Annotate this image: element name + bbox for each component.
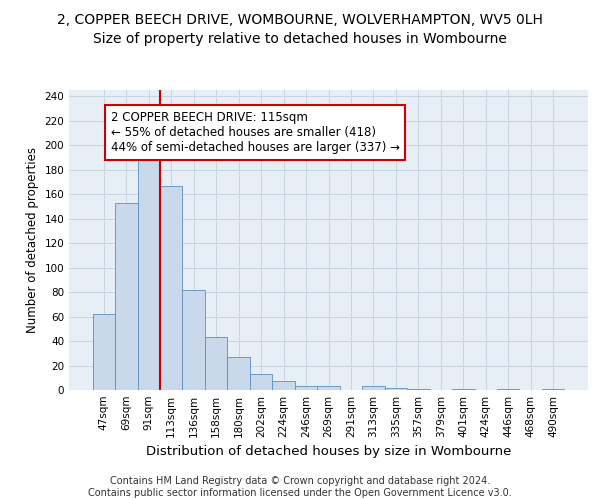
X-axis label: Distribution of detached houses by size in Wombourne: Distribution of detached houses by size … xyxy=(146,446,511,458)
Bar xyxy=(115,202,137,390)
Text: 2 COPPER BEECH DRIVE: 115sqm
← 55% of detached houses are smaller (418)
44% of s: 2 COPPER BEECH DRIVE: 115sqm ← 55% of de… xyxy=(110,111,400,154)
Bar xyxy=(542,389,565,390)
Bar xyxy=(137,155,160,390)
Bar xyxy=(497,389,520,390)
Bar xyxy=(227,357,250,390)
Bar xyxy=(272,382,295,390)
Text: Size of property relative to detached houses in Wombourne: Size of property relative to detached ho… xyxy=(93,32,507,46)
Bar xyxy=(250,374,272,390)
Bar xyxy=(160,186,182,390)
Bar xyxy=(362,386,385,390)
Y-axis label: Number of detached properties: Number of detached properties xyxy=(26,147,39,333)
Bar xyxy=(407,389,430,390)
Bar xyxy=(92,314,115,390)
Text: 2, COPPER BEECH DRIVE, WOMBOURNE, WOLVERHAMPTON, WV5 0LH: 2, COPPER BEECH DRIVE, WOMBOURNE, WOLVER… xyxy=(57,12,543,26)
Bar xyxy=(385,388,407,390)
Text: Contains HM Land Registry data © Crown copyright and database right 2024.
Contai: Contains HM Land Registry data © Crown c… xyxy=(88,476,512,498)
Bar xyxy=(295,386,317,390)
Bar xyxy=(205,338,227,390)
Bar xyxy=(452,389,475,390)
Bar xyxy=(317,386,340,390)
Bar xyxy=(182,290,205,390)
